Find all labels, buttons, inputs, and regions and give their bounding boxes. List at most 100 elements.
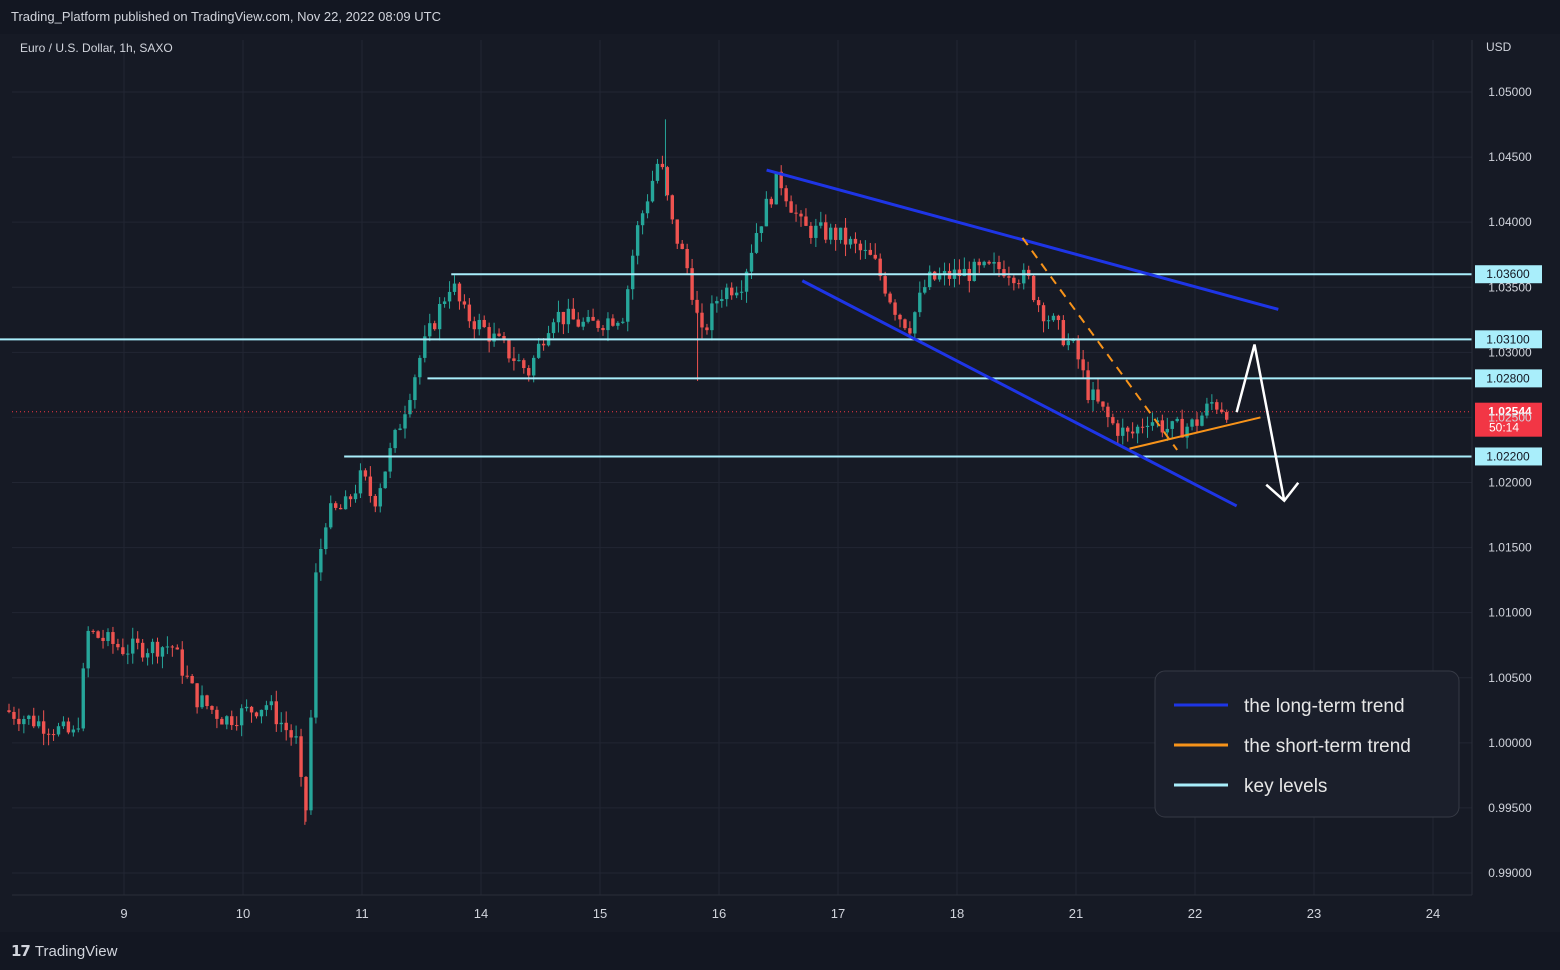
candle-up: [581, 321, 585, 327]
candle-down: [1002, 269, 1006, 277]
candle-down: [1041, 305, 1046, 322]
candle-up: [928, 271, 932, 288]
candle-down: [51, 734, 56, 736]
candle-down: [289, 730, 293, 738]
candle-down: [155, 641, 160, 657]
candle-down: [1106, 406, 1110, 418]
current-price-badge: [1475, 402, 1542, 437]
short-term-trend-line: [1021, 237, 1178, 451]
tradingview-brand: TradingView: [34, 942, 118, 960]
candle-up: [720, 299, 724, 302]
candle-down: [601, 327, 605, 331]
candle-up: [1051, 315, 1056, 321]
candle-up: [863, 249, 868, 251]
candle-down: [457, 283, 462, 302]
candle-down: [274, 701, 278, 725]
key-level-price-badge: [1475, 369, 1542, 388]
candle-up: [418, 357, 422, 378]
footer-bar: 17 TradingView: [0, 932, 1560, 970]
candle-down: [903, 319, 907, 329]
candle-down: [116, 643, 120, 648]
candle-up: [314, 572, 318, 718]
y-tick-label: 1.04500: [1488, 150, 1532, 164]
candle-down: [1225, 412, 1229, 420]
candle-up: [913, 312, 917, 334]
candle-down: [368, 476, 373, 496]
candle-up: [408, 400, 412, 415]
candle-up: [942, 270, 947, 276]
candle-up: [264, 705, 269, 710]
candle-down: [175, 647, 179, 650]
candle-down: [338, 507, 343, 510]
candle-down: [685, 248, 689, 269]
candle-up: [918, 292, 922, 313]
legend-label: the long-term trend: [1244, 696, 1405, 717]
key-level-price-label: 1.02200: [1486, 449, 1530, 463]
candle-up: [319, 548, 323, 573]
candle-up: [393, 429, 397, 449]
candle-down: [363, 470, 368, 477]
y-tick-label: 1.02500: [1488, 410, 1532, 424]
candle-down: [1130, 431, 1135, 434]
key-levels-layer: 1.03600 1.03100 1.02800 1.02200 1.02544 50:14: [0, 265, 1542, 466]
candle-up: [200, 695, 204, 708]
candle-up: [477, 319, 481, 330]
candle-down: [522, 360, 526, 369]
candle-up: [566, 308, 571, 325]
y-tick-label: 1.03000: [1488, 345, 1532, 359]
candle-up: [715, 301, 719, 304]
chart-frame[interactable]: 1.03600 1.03100 1.02800 1.02200 1.02544 50:14…: [0, 34, 1560, 932]
key-level-price-label: 1.03100: [1486, 332, 1530, 346]
candle-up: [239, 708, 244, 726]
candle-up: [398, 428, 402, 430]
candle-down: [1140, 426, 1145, 428]
candle-up: [1190, 419, 1194, 427]
candle-down: [215, 709, 219, 719]
candle-down: [670, 195, 674, 220]
candle-up: [61, 721, 66, 727]
candle-up: [744, 271, 749, 292]
candle-down: [462, 301, 467, 305]
candle-up: [650, 180, 655, 202]
candle-down: [695, 299, 699, 313]
candle-up: [71, 729, 76, 733]
candle-up: [937, 275, 942, 280]
candle-up: [586, 316, 590, 322]
candle-down: [12, 711, 16, 719]
candle-up: [383, 471, 387, 489]
candle-up: [492, 333, 496, 342]
candle-up: [423, 336, 427, 358]
candle-up: [972, 261, 976, 281]
candle-up: [269, 701, 274, 706]
candle-down: [1111, 417, 1115, 424]
candle-down: [769, 198, 773, 205]
candle-up: [378, 488, 382, 507]
candle-down: [373, 495, 377, 507]
candle-down: [824, 222, 828, 240]
legend-label: key levels: [1244, 776, 1327, 797]
candle-up: [86, 630, 90, 669]
candle-up: [27, 715, 31, 720]
x-tick-label: 10: [236, 906, 250, 921]
candle-up: [536, 343, 541, 358]
candle-down: [210, 706, 214, 710]
publisher-text: Trading_Platform published on TradingVie…: [11, 9, 441, 24]
candle-down: [1126, 427, 1130, 432]
price-chart[interactable]: 1.03600 1.03100 1.02800 1.02200 1.02544 50:14…: [0, 34, 1560, 932]
candle-up: [621, 321, 625, 323]
candle-down: [497, 333, 501, 336]
candle-up: [225, 716, 229, 725]
y-tick-label: 1.00500: [1488, 671, 1532, 685]
candle-down: [433, 323, 437, 330]
countdown-label: 50:14: [1489, 421, 1519, 435]
candle-down: [121, 647, 125, 655]
candle-up: [244, 706, 249, 709]
tradingview-logo[interactable]: 17 TradingView: [11, 942, 117, 960]
publisher-header: Trading_Platform published on TradingVie…: [0, 0, 1560, 34]
long-term-trend-line: [766, 168, 1279, 311]
candle-up: [294, 736, 298, 738]
candle-up: [428, 323, 432, 337]
candle-down: [576, 319, 580, 327]
candle-down: [249, 706, 254, 713]
candle-down: [690, 268, 694, 300]
